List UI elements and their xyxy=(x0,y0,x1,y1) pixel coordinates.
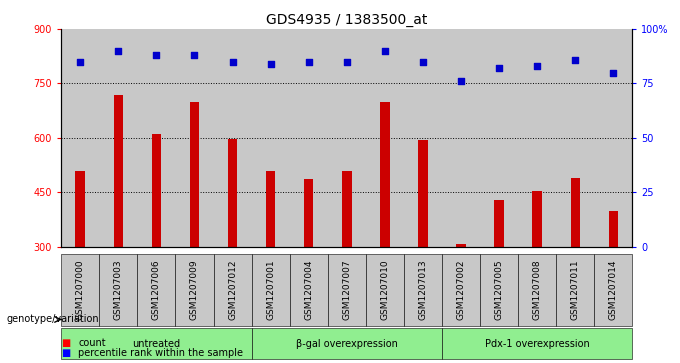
Bar xyxy=(304,179,313,356)
Bar xyxy=(214,254,252,326)
Point xyxy=(265,61,276,67)
Bar xyxy=(494,200,504,356)
Point xyxy=(570,57,581,62)
Bar xyxy=(228,139,237,356)
Bar xyxy=(366,29,404,247)
Bar xyxy=(252,29,290,247)
Bar xyxy=(556,29,594,247)
Bar xyxy=(380,102,390,356)
Text: untreated: untreated xyxy=(133,339,180,348)
Bar xyxy=(175,29,214,247)
Bar xyxy=(442,254,480,326)
Text: GSM1207009: GSM1207009 xyxy=(190,260,199,320)
Text: GSM1207010: GSM1207010 xyxy=(380,260,390,320)
Text: β-gal overexpression: β-gal overexpression xyxy=(296,339,398,348)
Point xyxy=(303,59,314,65)
Text: count: count xyxy=(78,338,106,348)
Bar xyxy=(99,29,137,247)
Bar xyxy=(175,254,214,326)
Text: GSM1207006: GSM1207006 xyxy=(152,260,161,320)
Bar xyxy=(266,171,275,356)
Bar xyxy=(518,254,556,326)
Title: GDS4935 / 1383500_at: GDS4935 / 1383500_at xyxy=(266,13,428,26)
Point xyxy=(113,48,124,54)
Text: GSM1207012: GSM1207012 xyxy=(228,260,237,320)
Point xyxy=(456,78,466,84)
Bar xyxy=(152,134,161,356)
Bar xyxy=(418,140,428,356)
Text: GSM1207004: GSM1207004 xyxy=(304,260,313,320)
Bar xyxy=(480,29,518,247)
Bar xyxy=(404,254,442,326)
Bar xyxy=(442,29,480,247)
Text: GSM1207014: GSM1207014 xyxy=(609,260,618,320)
Bar xyxy=(328,254,366,326)
Bar xyxy=(456,244,466,356)
Text: percentile rank within the sample: percentile rank within the sample xyxy=(78,348,243,358)
Point xyxy=(189,52,200,58)
Bar xyxy=(252,328,442,359)
Bar xyxy=(252,254,290,326)
Bar xyxy=(532,191,542,356)
Text: ■: ■ xyxy=(61,338,71,348)
Bar xyxy=(61,254,99,326)
Point xyxy=(341,59,352,65)
Bar xyxy=(442,328,632,359)
Text: GSM1207003: GSM1207003 xyxy=(114,260,123,320)
Bar xyxy=(366,254,404,326)
Point xyxy=(418,59,428,65)
Point xyxy=(151,52,162,58)
Bar xyxy=(137,29,175,247)
Bar xyxy=(571,178,580,356)
Bar xyxy=(556,254,594,326)
Bar xyxy=(75,171,85,356)
Bar xyxy=(342,171,352,356)
Text: genotype/variation: genotype/variation xyxy=(7,314,99,325)
Bar xyxy=(290,29,328,247)
Bar xyxy=(61,29,99,247)
Text: GSM1207008: GSM1207008 xyxy=(532,260,542,320)
Text: Pdx-1 overexpression: Pdx-1 overexpression xyxy=(485,339,590,348)
Bar xyxy=(190,102,199,356)
Text: GSM1207001: GSM1207001 xyxy=(266,260,275,320)
Bar xyxy=(61,328,252,359)
Bar xyxy=(609,211,618,356)
Text: GSM1207007: GSM1207007 xyxy=(342,260,352,320)
Bar xyxy=(328,29,366,247)
Point xyxy=(227,59,238,65)
Point xyxy=(494,65,505,71)
Bar xyxy=(594,254,632,326)
Point xyxy=(379,48,390,54)
Point xyxy=(532,63,543,69)
Bar xyxy=(99,254,137,326)
Bar xyxy=(214,29,252,247)
Text: GSM1207013: GSM1207013 xyxy=(418,260,428,320)
Text: GSM1207005: GSM1207005 xyxy=(494,260,504,320)
Bar xyxy=(114,95,123,356)
Text: GSM1207011: GSM1207011 xyxy=(571,260,580,320)
Bar xyxy=(594,29,632,247)
Point xyxy=(608,70,619,76)
Bar xyxy=(480,254,518,326)
Point xyxy=(75,59,86,65)
Bar xyxy=(518,29,556,247)
Bar xyxy=(137,254,175,326)
Bar xyxy=(290,254,328,326)
Text: GSM1207002: GSM1207002 xyxy=(456,260,466,320)
Bar xyxy=(404,29,442,247)
Text: GSM1207000: GSM1207000 xyxy=(75,260,85,320)
Text: ■: ■ xyxy=(61,348,71,358)
